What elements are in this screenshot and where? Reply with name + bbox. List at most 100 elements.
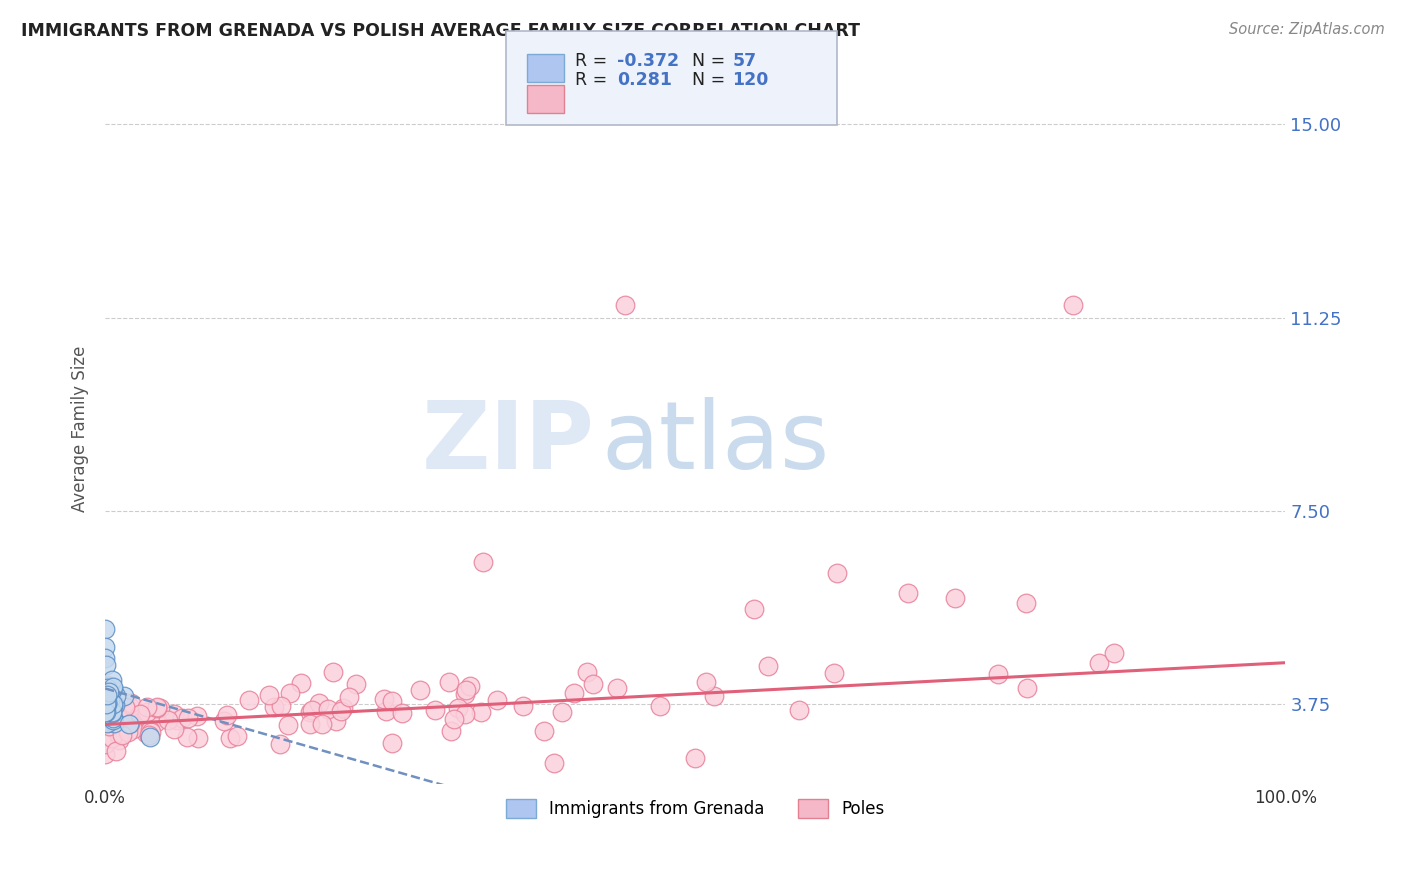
Point — [103, 711, 125, 725]
Point — [117, 725, 139, 739]
Point — [440, 723, 463, 738]
Point — [470, 705, 492, 719]
Point — [120, 716, 142, 731]
Point — [114, 700, 136, 714]
Point — [96, 698, 118, 712]
Point — [103, 697, 125, 711]
Point — [575, 665, 598, 680]
Point — [825, 566, 848, 580]
Point — [100, 697, 122, 711]
Point — [94, 681, 117, 695]
Point — [987, 667, 1010, 681]
Point — [259, 689, 281, 703]
Point — [96, 695, 118, 709]
Point — [157, 713, 180, 727]
Point — [170, 711, 193, 725]
Point — [1015, 597, 1038, 611]
Text: N =: N = — [692, 52, 725, 70]
Point — [344, 677, 367, 691]
Point — [100, 693, 122, 707]
Point — [94, 697, 117, 711]
Point — [471, 555, 494, 569]
Point — [94, 640, 117, 655]
Point — [100, 706, 122, 720]
Text: 120: 120 — [733, 71, 769, 89]
Legend: Immigrants from Grenada, Poles: Immigrants from Grenada, Poles — [499, 793, 891, 825]
Point — [96, 689, 118, 703]
Point — [98, 709, 121, 723]
Point — [104, 714, 127, 729]
Point — [187, 731, 209, 746]
Point — [96, 698, 118, 712]
Point — [290, 676, 312, 690]
Point — [177, 711, 200, 725]
Point — [101, 694, 124, 708]
Point — [454, 683, 477, 698]
Text: N =: N = — [692, 71, 725, 89]
Point — [650, 698, 672, 713]
Point — [101, 681, 124, 696]
Point — [101, 698, 124, 713]
Point — [94, 622, 117, 636]
Point — [115, 714, 138, 729]
Point — [96, 678, 118, 692]
Point — [108, 728, 131, 742]
Point — [141, 725, 163, 739]
Point — [112, 690, 135, 704]
Point — [298, 705, 321, 719]
Point — [104, 698, 127, 713]
Point — [97, 685, 120, 699]
Point — [214, 714, 236, 728]
Point — [512, 699, 534, 714]
Point — [149, 700, 172, 714]
Point — [316, 702, 339, 716]
Point — [299, 717, 322, 731]
Point — [329, 704, 352, 718]
Point — [103, 716, 125, 731]
Point — [145, 699, 167, 714]
Point — [94, 686, 117, 700]
Point — [756, 659, 779, 673]
Point — [96, 697, 118, 711]
Point — [96, 705, 118, 719]
Point — [162, 723, 184, 737]
Point — [94, 737, 117, 751]
Point — [96, 685, 118, 699]
Point — [703, 690, 725, 704]
Point — [135, 726, 157, 740]
Point — [391, 706, 413, 720]
Point — [100, 681, 122, 696]
Text: 0.281: 0.281 — [617, 71, 672, 89]
Point — [101, 713, 124, 727]
Text: atlas: atlas — [600, 397, 830, 489]
Point — [543, 756, 565, 771]
Point — [127, 708, 149, 723]
Point — [486, 692, 509, 706]
Point — [98, 696, 121, 710]
Point — [301, 703, 323, 717]
Point — [136, 705, 159, 719]
Point — [98, 682, 121, 697]
Text: ZIP: ZIP — [422, 397, 595, 489]
Point — [263, 699, 285, 714]
Point — [100, 731, 122, 745]
Point — [1062, 298, 1084, 312]
Point — [94, 747, 117, 761]
Text: R =: R = — [575, 71, 607, 89]
Point — [96, 697, 118, 711]
Point — [744, 601, 766, 615]
Point — [447, 701, 470, 715]
Point — [100, 716, 122, 731]
Point — [138, 728, 160, 742]
Point — [104, 744, 127, 758]
Point — [823, 666, 845, 681]
Point — [322, 665, 344, 679]
Point — [277, 717, 299, 731]
Point — [97, 718, 120, 732]
Point — [423, 703, 446, 717]
Point — [100, 682, 122, 697]
Point — [96, 705, 118, 719]
Point — [458, 679, 481, 693]
Point — [111, 728, 134, 742]
Text: Source: ZipAtlas.com: Source: ZipAtlas.com — [1229, 22, 1385, 37]
